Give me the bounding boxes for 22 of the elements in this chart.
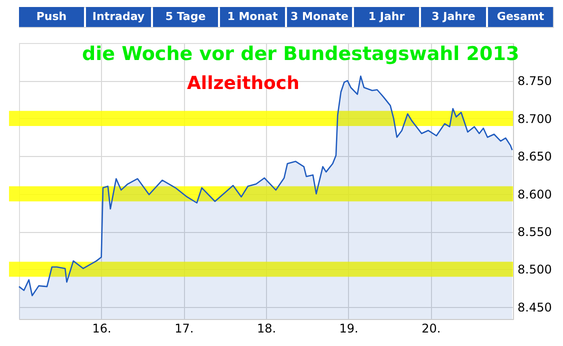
annotation: Allzeithoch xyxy=(187,73,300,94)
y-tick-label: 8.500 xyxy=(518,262,552,277)
y-tick-label: 8.600 xyxy=(518,187,552,202)
text: Push xyxy=(36,10,67,23)
x-tick-label: 19. xyxy=(339,322,358,336)
y-tick-label: 8.550 xyxy=(518,225,552,240)
chart-title: die Woche vor der Bundestagswahl 2013 xyxy=(82,43,520,65)
x-tick-label: 16. xyxy=(92,322,112,336)
y-tick-label: 8.650 xyxy=(518,150,552,164)
text: Intraday xyxy=(92,10,145,23)
y-tick-label: 8.450 xyxy=(518,300,552,314)
x-tick-label: 20. xyxy=(422,322,441,336)
text: Gesamt xyxy=(496,10,544,23)
x-tick-label: 17. xyxy=(174,322,194,336)
text: 1 Monat xyxy=(227,10,278,23)
text: 3 Jahre xyxy=(432,10,476,23)
text: 1 Jahr xyxy=(368,10,406,23)
y-tick-label: 8.700 xyxy=(518,112,552,126)
text: 3 Monate xyxy=(290,10,348,23)
text: 5 Tage xyxy=(165,10,206,23)
y-tick-label: 8.750 xyxy=(518,74,552,88)
x-tick-label: 18. xyxy=(256,322,276,336)
